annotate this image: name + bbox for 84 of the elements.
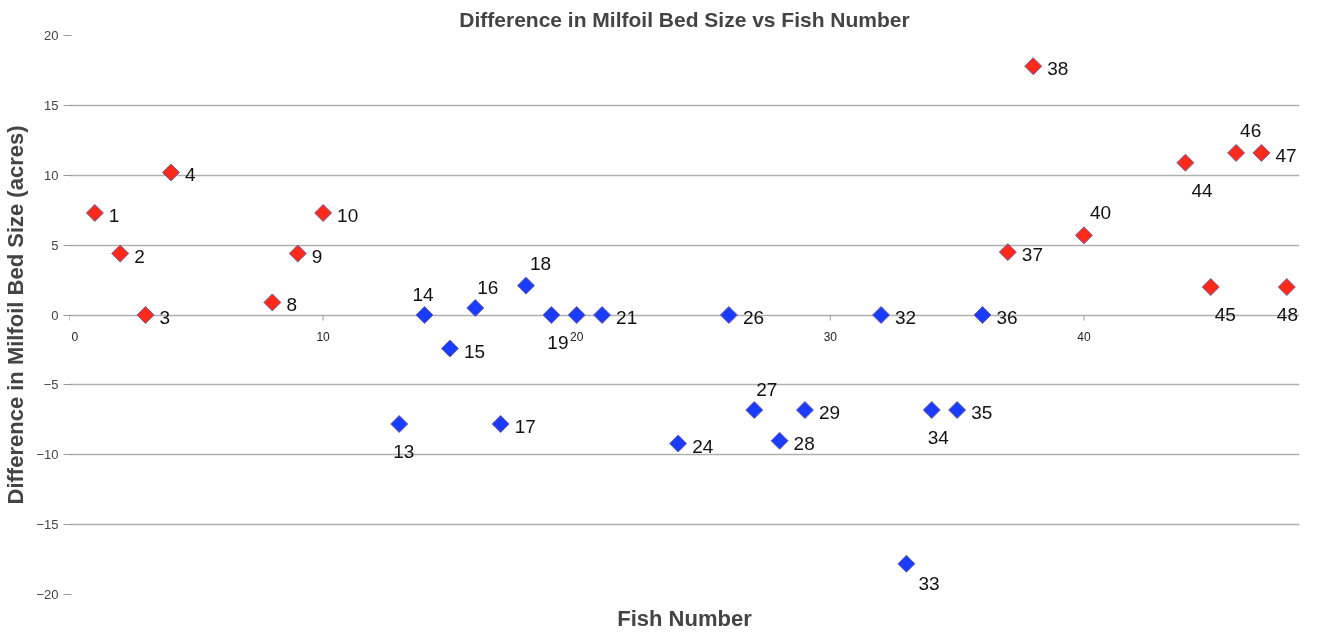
point xyxy=(517,276,535,295)
annotation: 44 xyxy=(1191,179,1213,201)
point xyxy=(491,415,510,433)
point xyxy=(263,293,282,312)
x-tick-label: 30 xyxy=(823,330,838,344)
annotation: 13 xyxy=(393,441,415,463)
x-axis-title: Fish Number xyxy=(617,605,753,631)
annotation: 28 xyxy=(793,432,815,454)
y-axis-title: Difference in Milfoil Bed Size (acres) xyxy=(3,125,29,505)
annotation: 1 xyxy=(108,204,120,226)
annotation: 35 xyxy=(971,402,993,424)
annotation: 36 xyxy=(996,307,1018,328)
point xyxy=(745,401,764,420)
annotation: 40 xyxy=(1089,202,1112,224)
y-tick-label: −5 xyxy=(43,377,59,393)
point xyxy=(1277,278,1296,297)
x-tick-label: 10 xyxy=(316,330,331,344)
annotation: 4 xyxy=(184,164,196,186)
annotation: 18 xyxy=(529,252,552,274)
point xyxy=(85,204,104,222)
annotation: 27 xyxy=(756,379,778,401)
annotation: 16 xyxy=(477,277,499,299)
y-tick-label: −20 xyxy=(36,587,59,602)
point xyxy=(948,401,967,420)
annotation: 21 xyxy=(616,307,638,328)
point xyxy=(1074,226,1093,245)
point xyxy=(872,306,891,324)
annotation: 37 xyxy=(1021,244,1043,266)
point xyxy=(314,204,333,222)
annotation: 46 xyxy=(1240,119,1262,141)
annotation: 48 xyxy=(1276,304,1298,326)
annotation: 19 xyxy=(547,332,569,353)
point xyxy=(542,306,561,324)
annotation: 47 xyxy=(1275,144,1297,166)
annotation: 26 xyxy=(742,307,765,328)
point xyxy=(795,401,814,420)
annotation: 2 xyxy=(134,245,145,267)
annotation: 29 xyxy=(818,402,841,424)
point xyxy=(593,306,612,324)
point xyxy=(770,431,789,450)
x-tick-label: 40 xyxy=(1077,330,1091,344)
annotation: 8 xyxy=(286,294,297,316)
y-tick-label: 0 xyxy=(51,307,59,323)
point xyxy=(1176,153,1195,172)
point xyxy=(719,306,738,324)
point xyxy=(1227,143,1246,162)
annotation: 9 xyxy=(311,245,323,267)
annotation: 34 xyxy=(927,427,950,449)
annotation: 10 xyxy=(337,204,359,226)
point xyxy=(1252,143,1271,162)
annotation: 45 xyxy=(1214,304,1236,326)
point xyxy=(288,244,307,263)
x-tick-label: 0 xyxy=(71,330,79,344)
annotation: 32 xyxy=(895,307,917,328)
annotation: 14 xyxy=(412,284,435,305)
y-tick-label: −15 xyxy=(36,517,59,533)
point xyxy=(415,306,434,324)
point xyxy=(161,163,180,182)
y-tick-label: 10 xyxy=(44,167,59,183)
point xyxy=(897,554,916,573)
y-tick-label: 20 xyxy=(44,28,59,43)
annotation: 15 xyxy=(463,340,486,362)
annotation: 38 xyxy=(1047,58,1069,80)
point xyxy=(1201,278,1220,297)
point xyxy=(669,434,688,453)
point xyxy=(136,306,155,324)
y-tick-label: 15 xyxy=(44,97,59,113)
chart-title: Difference in Milfoil Bed Size vs Fish Number xyxy=(459,7,910,31)
point xyxy=(567,306,586,324)
point xyxy=(922,401,941,420)
annotation: 33 xyxy=(918,572,940,594)
annotation: 3 xyxy=(159,307,171,328)
point xyxy=(466,299,485,317)
point xyxy=(390,415,409,433)
point xyxy=(973,306,992,324)
point xyxy=(998,243,1017,262)
y-tick-label: 5 xyxy=(51,237,59,253)
point xyxy=(1024,57,1043,76)
x-tick-label: 20 xyxy=(570,330,584,344)
point xyxy=(440,339,459,358)
y-tick-label: −10 xyxy=(36,447,59,463)
annotation: 24 xyxy=(692,435,714,457)
point xyxy=(111,244,130,263)
annotation: 17 xyxy=(514,416,536,438)
